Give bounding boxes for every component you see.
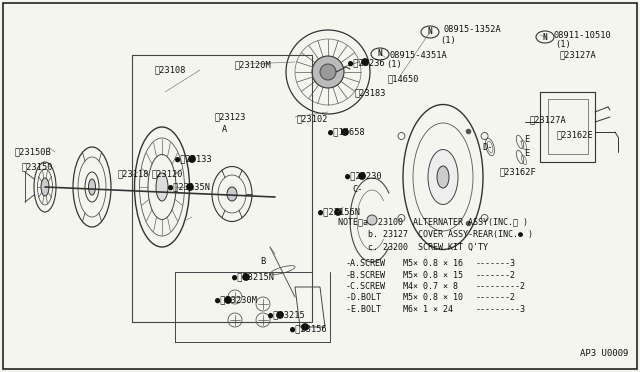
- Text: ●※23215: ●※23215: [268, 311, 305, 320]
- Text: M5× 0.8 × 15: M5× 0.8 × 15: [403, 270, 463, 279]
- Text: NOTE：a. 23100  ALTERNATER ASSY(INC.※ ): NOTE：a. 23100 ALTERNATER ASSY(INC.※ ): [338, 217, 528, 226]
- Text: ---------2: ---------2: [476, 282, 526, 291]
- Text: -E.BOLT: -E.BOLT: [346, 305, 386, 314]
- Text: (1): (1): [555, 41, 571, 49]
- Text: b. 23127  COVER ASSY-REAR(INC.● ): b. 23127 COVER ASSY-REAR(INC.● ): [338, 230, 533, 239]
- Text: ※23120: ※23120: [152, 170, 184, 179]
- Circle shape: [358, 173, 365, 180]
- Text: B: B: [260, 257, 265, 266]
- Ellipse shape: [88, 179, 95, 195]
- Circle shape: [276, 311, 284, 318]
- Text: ※23127A: ※23127A: [560, 51, 596, 60]
- Text: ※23150: ※23150: [22, 163, 54, 171]
- Text: ※23123: ※23123: [215, 112, 246, 122]
- Text: ※23118: ※23118: [118, 170, 150, 179]
- Text: ●※23135N: ●※23135N: [168, 183, 210, 192]
- Text: ●※23156N: ●※23156N: [318, 208, 360, 217]
- Text: M5× 0.8 × 16: M5× 0.8 × 16: [403, 259, 463, 268]
- Text: ●※23156: ●※23156: [290, 324, 327, 334]
- Text: ●※23230M: ●※23230M: [215, 295, 257, 305]
- Ellipse shape: [227, 187, 237, 201]
- Circle shape: [243, 273, 250, 280]
- Text: A: A: [222, 125, 227, 134]
- Text: M6× 1 × 24: M6× 1 × 24: [403, 305, 453, 314]
- Text: E: E: [524, 150, 529, 158]
- Circle shape: [362, 58, 369, 65]
- Text: -D.BOLT: -D.BOLT: [346, 294, 386, 302]
- Text: 08915-4351A: 08915-4351A: [390, 51, 448, 60]
- Text: ※23183: ※23183: [355, 89, 387, 97]
- Text: -------3: -------3: [476, 259, 516, 268]
- Text: ※23127A: ※23127A: [530, 115, 567, 125]
- Text: ●※23236: ●※23236: [348, 58, 385, 67]
- Text: N: N: [543, 32, 547, 42]
- Text: N: N: [428, 28, 432, 36]
- Text: ※23102: ※23102: [297, 115, 328, 124]
- Text: ●※23133: ●※23133: [175, 154, 212, 164]
- Bar: [540, 92, 595, 162]
- Text: -------2: -------2: [476, 270, 516, 279]
- Circle shape: [320, 64, 336, 80]
- Text: -A.SCREW: -A.SCREW: [346, 259, 386, 268]
- Text: D-: D-: [482, 142, 493, 151]
- Circle shape: [312, 56, 344, 88]
- Text: ●※23215N: ●※23215N: [232, 273, 274, 282]
- Text: c. 23200  SCREW KIT Q'TY: c. 23200 SCREW KIT Q'TY: [338, 243, 488, 252]
- Ellipse shape: [156, 173, 168, 201]
- Text: ※23162E: ※23162E: [557, 131, 594, 140]
- Circle shape: [186, 183, 193, 190]
- Text: -B.SCREW: -B.SCREW: [346, 270, 386, 279]
- Text: -------2: -------2: [476, 294, 516, 302]
- Text: ●※23230: ●※23230: [345, 171, 381, 180]
- Text: E: E: [524, 135, 529, 144]
- Circle shape: [342, 128, 349, 135]
- Ellipse shape: [428, 150, 458, 205]
- Circle shape: [367, 215, 377, 225]
- Circle shape: [335, 208, 342, 215]
- Text: 08915-1352A: 08915-1352A: [444, 26, 502, 35]
- Text: ※23162F: ※23162F: [500, 167, 537, 176]
- Ellipse shape: [437, 166, 449, 188]
- Text: ※23150B: ※23150B: [15, 148, 52, 157]
- Text: ※14650: ※14650: [388, 74, 419, 83]
- Text: AP3 U0009: AP3 U0009: [580, 349, 628, 358]
- Bar: [548, 99, 588, 154]
- Text: ---------3: ---------3: [476, 305, 526, 314]
- Circle shape: [225, 296, 232, 304]
- Circle shape: [189, 155, 195, 163]
- Ellipse shape: [41, 178, 49, 196]
- Text: C-: C-: [352, 185, 362, 193]
- Text: ※23108: ※23108: [155, 65, 186, 74]
- Circle shape: [301, 324, 308, 330]
- Text: (1): (1): [386, 61, 402, 70]
- Text: -C.SCREW: -C.SCREW: [346, 282, 386, 291]
- Text: (1): (1): [440, 35, 456, 45]
- Text: M4× 0.7 × 8: M4× 0.7 × 8: [403, 282, 458, 291]
- Text: 08911-10510: 08911-10510: [553, 31, 611, 39]
- Text: ※23120M: ※23120M: [235, 61, 272, 70]
- Text: M5× 0.8 × 10: M5× 0.8 × 10: [403, 294, 463, 302]
- Text: ●※14658: ●※14658: [328, 128, 365, 137]
- Text: N: N: [378, 49, 382, 58]
